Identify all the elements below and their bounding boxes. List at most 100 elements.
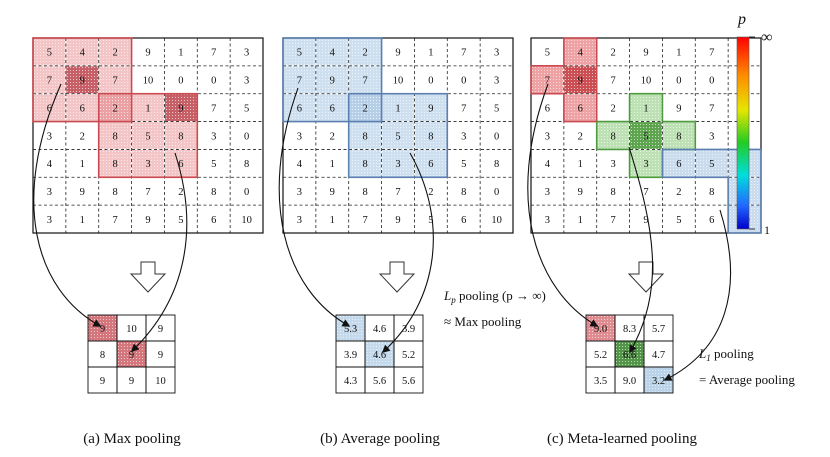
grid-value: 5 [494, 103, 499, 114]
output-value: 4.6 [373, 324, 386, 335]
grid-value: 1 [643, 103, 648, 114]
grid-value: 1 [578, 159, 583, 170]
grid-value: 2 [330, 131, 335, 142]
grid-value: 1 [330, 215, 335, 226]
grid-value: 8 [113, 187, 118, 198]
output-value: 4.6 [373, 350, 386, 361]
output-value: 5.6 [402, 376, 415, 387]
grid-value: 9 [578, 187, 583, 198]
grid-value: 6 [676, 159, 681, 170]
grid-value: 7 [461, 103, 466, 114]
grid-value: 3 [494, 76, 499, 87]
grid-value: 6 [709, 215, 714, 226]
grid-value: 9 [578, 76, 583, 87]
grid-value: 5 [211, 159, 216, 170]
avg-window-a-cell-0-2-dots [349, 38, 382, 66]
grid-value: 1 [676, 48, 681, 59]
caption-meta-learned-pooling: (c) Meta-learned pooling [547, 431, 697, 447]
grid-value: 5 [47, 48, 52, 59]
grid-value: 7 [545, 76, 550, 87]
max-window-a-cell-0-1-dots [66, 38, 99, 66]
grid-value: 9 [80, 76, 85, 87]
max-window-b-cell-3-3-dots [132, 122, 164, 149]
input-values-avg: 5 4 2 9 1 7 37 9 7 10 0 0 36 6 2 1 9 7 53 2 8 5 8 3 04 1 8 3 6 5 83 9 8 7… [297, 48, 502, 226]
grid-value: 6 [330, 103, 335, 114]
grid-value: 0 [494, 187, 499, 198]
grid-value: 9 [676, 103, 681, 114]
grid-value: 7 [47, 76, 52, 87]
grid-value: 3 [47, 215, 52, 226]
grid-value: 0 [428, 76, 433, 87]
grid-value: 3 [545, 131, 550, 142]
meta-cross-cell-3-dots [662, 122, 695, 149]
grid-value: 3 [461, 131, 466, 142]
grid-value: 4 [545, 159, 551, 170]
note-equals-average-pooling: = Average pooling [699, 372, 795, 387]
meta-corner-border [661, 148, 762, 234]
grid-value: 8 [363, 159, 368, 170]
grid-value: 7 [395, 187, 400, 198]
colorbar [736, 36, 750, 230]
note-approx-max-pooling: ≈ Max pooling [444, 314, 522, 329]
grid-value: 8 [494, 159, 499, 170]
grid-value: 3 [643, 159, 648, 170]
grid-value: 8 [611, 187, 616, 198]
grid-value: 7 [709, 48, 714, 59]
avg-output-highlight-a-dots [336, 315, 365, 341]
max-window-b-cell-4-2-dots [99, 149, 132, 177]
grid-value: 2 [178, 187, 183, 198]
grid-value: 0 [676, 76, 681, 87]
grid-value: 6 [211, 215, 216, 226]
grid-value: 1 [395, 103, 400, 114]
output-value: 3.9 [344, 350, 357, 361]
grid-value: 9 [643, 215, 648, 226]
grid-value: 9 [428, 103, 433, 114]
output-values-max: 9 10 9 8 9 9 9 9 10 [100, 324, 166, 387]
meta-cross-cell-0-dots [630, 94, 662, 122]
grid-value: 5 [643, 131, 648, 142]
grid-value: 1 [428, 48, 433, 59]
grid-value: 7 [211, 48, 216, 59]
output-value: 9 [158, 324, 163, 335]
caption-average-pooling: (b) Average pooling [320, 431, 440, 447]
output-value: 5.2 [402, 350, 415, 361]
max-window-a-cell-2-1-dots [66, 94, 99, 122]
grid-value: 10 [641, 76, 652, 87]
grid-value: 7 [363, 215, 368, 226]
arrow-avg-window-b [381, 152, 434, 354]
avg-window-b-cell-2-2-dots [349, 94, 382, 122]
grid-value: 9 [330, 76, 335, 87]
input-grid-max [32, 37, 264, 234]
max-window-b-cell-3-2-dots [99, 122, 132, 149]
output-value: 3.2 [652, 376, 665, 387]
grid-value: 1 [578, 215, 583, 226]
grid-value: 4 [578, 48, 584, 59]
avg-window-a-cell-1-0-dots [283, 66, 316, 94]
grid-value: 8 [461, 187, 466, 198]
grid-value: 2 [611, 103, 616, 114]
max-window-a-cell-1-0-dots [33, 66, 66, 94]
avg-window-a-cell-2-1-dots [316, 94, 349, 122]
grid-value: 2 [611, 48, 616, 59]
grid-value: 6 [297, 103, 302, 114]
output-value: 3.5 [594, 376, 607, 387]
output-value: 5.7 [652, 324, 665, 335]
max-window-a-cell-0-0-dots [33, 38, 66, 66]
meta-plus-cell-1-dots [531, 66, 564, 94]
avg-window-b-cell-2-4-dots [414, 94, 447, 122]
grid-value: 5 [461, 159, 466, 170]
grid-value: 1 [80, 215, 85, 226]
avg-window-b-cell-4-2-dots [349, 149, 382, 177]
meta-corner-cell-0-dots [662, 149, 695, 177]
meta-cross-cell-4-dots [630, 149, 662, 177]
meta-cross-center-dots [630, 122, 662, 149]
output-value: 10 [126, 324, 137, 335]
meta-plus-cell-3-dots [564, 94, 597, 122]
meta-corner-cell-1-dots [695, 149, 728, 177]
grid-value: 6 [578, 103, 583, 114]
max-selected-cell-a-dots [66, 66, 99, 94]
output-value: 5.2 [594, 350, 607, 361]
grid-value: 5 [178, 215, 183, 226]
grid-value: 0 [178, 76, 183, 87]
output-grid-avg [335, 314, 424, 394]
